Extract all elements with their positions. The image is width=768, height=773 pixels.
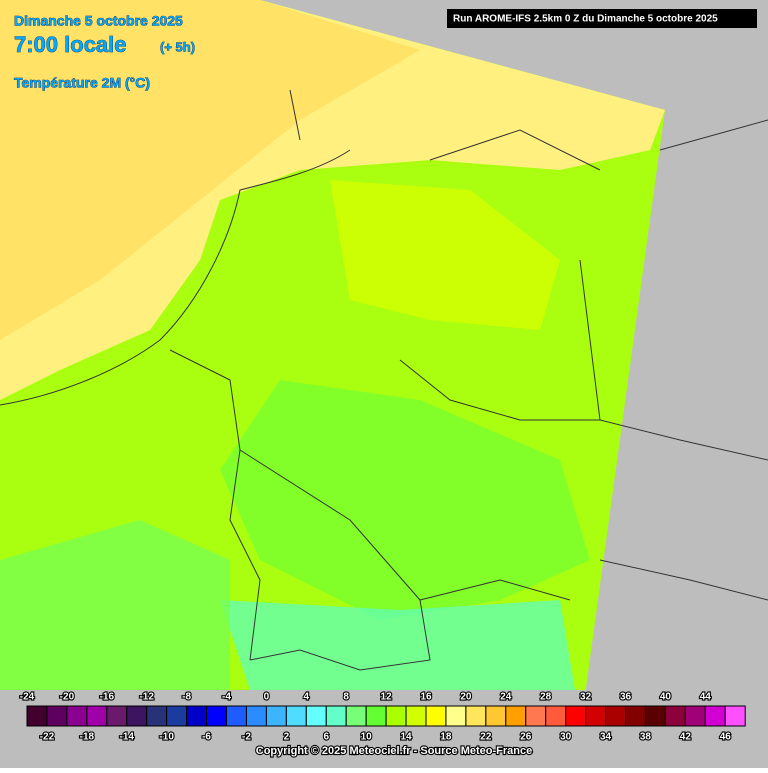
time: 7:00 locale (14, 32, 127, 57)
legend-swatch (445, 705, 467, 727)
legend-swatch (166, 705, 188, 727)
legend-swatch (585, 705, 607, 727)
legend-label: 4 (304, 692, 310, 703)
sea-zone (0, 0, 420, 340)
legend-swatch (345, 705, 367, 727)
legend-label: -20 (60, 692, 75, 703)
legend-label: 26 (520, 732, 532, 743)
legend-label: 0 (264, 692, 270, 703)
legend-label: 28 (540, 692, 552, 703)
legend-label: -6 (202, 732, 211, 743)
legend-swatch (325, 705, 347, 727)
legend-swatch (505, 705, 527, 727)
legend-swatch (644, 705, 666, 727)
legend-label: 34 (600, 732, 612, 743)
legend-swatch (425, 705, 447, 727)
legend-swatch (46, 705, 68, 727)
legend-swatch (724, 705, 746, 727)
date: Dimanche 5 octobre 2025 (14, 13, 183, 29)
legend-label: 16 (420, 692, 432, 703)
legend-label: 38 (640, 732, 652, 743)
legend-swatch (245, 705, 267, 727)
legend-swatch (625, 705, 646, 727)
variable: Température 2M (°C) (14, 75, 150, 91)
legend-swatch (664, 705, 686, 727)
legend-label: -24 (20, 692, 35, 703)
run-info: Run AROME-IFS 2.5km 0 Z du Dimanche 5 oc… (453, 14, 718, 25)
legend-swatch (285, 705, 307, 727)
legend-label: 12 (381, 692, 393, 703)
legend-label: -4 (222, 692, 231, 703)
legend-label: 10 (361, 732, 373, 743)
legend-label: 2 (284, 732, 290, 743)
west-zone (0, 520, 230, 690)
legend-label: -18 (80, 732, 95, 743)
legend-label: -22 (40, 732, 55, 743)
legend-label: 14 (400, 732, 412, 743)
legend-swatch (265, 705, 287, 727)
legend-label: -12 (139, 692, 154, 703)
legend-label: 20 (460, 692, 472, 703)
legend-label: 18 (440, 732, 452, 743)
legend-swatch (485, 705, 507, 727)
legend-label: 32 (580, 692, 592, 703)
legend-swatch (684, 705, 706, 727)
offset: (+ 5h) (160, 39, 195, 54)
legend-swatch (305, 705, 327, 727)
legend-label: -8 (182, 692, 191, 703)
legend-label: -14 (120, 732, 135, 743)
legend-label: 36 (620, 692, 632, 703)
legend-swatch (545, 705, 567, 727)
legend-swatch (704, 705, 726, 727)
legend-swatch (126, 705, 148, 727)
legend-label: 42 (680, 732, 692, 743)
legend-swatch (365, 705, 387, 727)
legend-label: 6 (323, 732, 329, 743)
legend-swatch (186, 705, 208, 727)
legend-swatch (465, 705, 487, 727)
legend-swatch (146, 705, 168, 727)
warm-zone (330, 180, 560, 330)
legend-label: 40 (660, 692, 672, 703)
legend-swatch (405, 705, 427, 727)
legend-label: 30 (560, 732, 572, 743)
legend: -24-22-20-18-16-14-12-10-8-6-4-202468101… (19, 691, 746, 744)
legend-label: 44 (700, 692, 712, 703)
legend-label: -2 (242, 732, 251, 743)
legend-swatch (206, 705, 228, 727)
legend-swatch (565, 705, 587, 727)
legend-label: 46 (720, 732, 732, 743)
legend-label: -16 (100, 692, 115, 703)
alps-zone (220, 600, 575, 690)
legend-swatch (106, 705, 128, 727)
legend-label: 24 (500, 692, 512, 703)
legend-panel (0, 690, 768, 768)
legend-swatch (525, 705, 547, 727)
legend-label: 8 (343, 692, 349, 703)
legend-swatch (385, 705, 407, 727)
run-box (447, 9, 757, 28)
legend-swatch (605, 705, 626, 727)
copyright: Copyright © 2025 Meteociel.fr - Source M… (256, 745, 532, 757)
legend-swatch (226, 705, 247, 727)
legend-swatch (66, 705, 88, 727)
legend-swatch (26, 705, 48, 727)
cool-zone (220, 380, 590, 620)
legend-swatch (86, 705, 108, 727)
borders (0, 89, 768, 671)
legend-label: -10 (159, 732, 174, 743)
legend-label: 22 (480, 732, 492, 743)
